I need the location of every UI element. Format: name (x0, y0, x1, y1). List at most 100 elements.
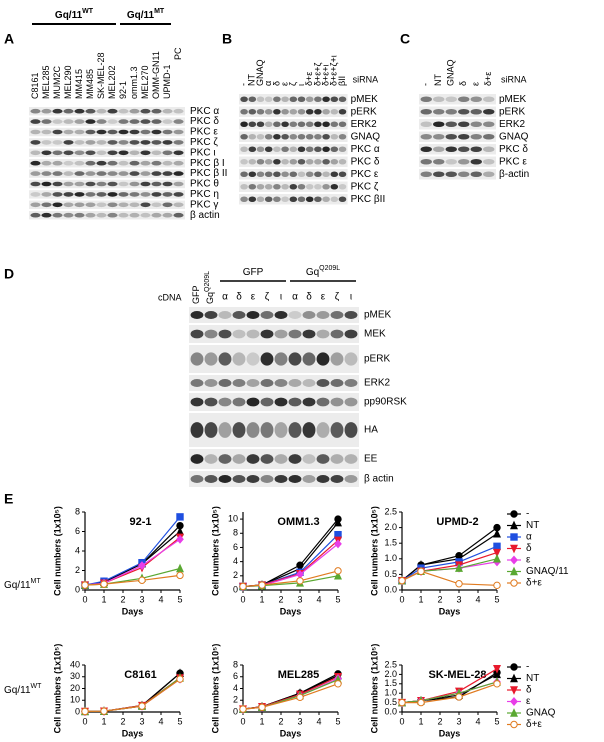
row-label: PKC β I (190, 158, 225, 169)
marker (334, 567, 342, 575)
band (445, 159, 457, 165)
y-tick-label: 4 (75, 545, 80, 555)
lane-label-main: GFP (191, 285, 201, 304)
band (433, 159, 445, 165)
lane-label: omm1.3 (129, 66, 139, 99)
row-label: PKC η (190, 189, 219, 200)
row-label: PKC ε (190, 127, 218, 138)
band (281, 121, 289, 127)
band (107, 160, 118, 166)
band (274, 311, 288, 319)
band (218, 475, 232, 483)
series-line (242, 570, 339, 588)
band (281, 146, 289, 152)
y-axis-label: Cell numbers (1x10⁵) (369, 506, 379, 596)
band (264, 121, 273, 127)
band (173, 212, 184, 218)
band (264, 146, 273, 152)
band (151, 108, 162, 114)
band (218, 397, 232, 407)
x-tick-label: 2 (278, 716, 283, 726)
band (204, 454, 218, 464)
band (140, 160, 151, 166)
blot-strip (29, 107, 185, 116)
band (63, 171, 74, 176)
legend-label: ε (526, 555, 531, 566)
x-axis-label: Days (280, 606, 302, 616)
band (240, 159, 248, 165)
lane-label: δ (271, 81, 281, 86)
series-line (242, 543, 339, 588)
band (274, 379, 288, 387)
band (458, 146, 470, 152)
legend-label: - (526, 509, 529, 520)
band (232, 475, 246, 483)
y-tick-label: 1.0 (384, 688, 397, 698)
band (297, 109, 306, 115)
row-label: pERK (364, 354, 390, 365)
lane-label: NT (247, 74, 257, 86)
row-label-main: Gq/11 (4, 580, 31, 591)
blot-strip (29, 148, 185, 157)
band (316, 397, 330, 407)
band (445, 121, 457, 127)
band (289, 196, 298, 202)
marker (239, 705, 247, 713)
marker (81, 581, 89, 589)
lane-label-sup: Q209L (204, 271, 211, 292)
marker (510, 579, 518, 587)
band (96, 150, 107, 156)
lane-label: ι (280, 292, 282, 303)
row-label: pMEK (364, 310, 392, 321)
band (173, 140, 184, 145)
band (274, 454, 288, 464)
band (445, 109, 457, 115)
band (483, 146, 495, 152)
group-label-sup: Q209L (319, 265, 340, 272)
band (151, 129, 162, 135)
band (483, 159, 495, 165)
blot-strip (189, 307, 359, 323)
treatment-label: siRNA (353, 74, 379, 84)
x-tick-label: 0 (240, 594, 245, 604)
series-line (84, 574, 181, 586)
band (330, 454, 344, 464)
band (204, 422, 218, 438)
legend-label: GNAQ (526, 708, 556, 719)
lane-label: MEL202 (107, 65, 117, 99)
band (330, 134, 339, 140)
band (338, 96, 347, 102)
band (107, 129, 118, 135)
marker (334, 570, 342, 580)
panel-letter: D (4, 266, 14, 282)
blot-strip (419, 119, 496, 130)
band (232, 397, 246, 407)
marker (510, 663, 518, 671)
band (232, 422, 246, 438)
band (190, 329, 204, 339)
chart-title: UPMD-2 (436, 516, 478, 528)
band (330, 475, 344, 483)
legend-label: GNAQ/11 (526, 566, 569, 577)
band (316, 454, 330, 464)
band (274, 422, 288, 438)
y-tick-label: 2.5 (384, 659, 397, 669)
x-tick-label: 1 (418, 594, 423, 604)
band (483, 121, 495, 127)
lane-label: βII (337, 76, 347, 86)
group-label-main: Gq (306, 267, 319, 278)
blot-strip (239, 156, 348, 167)
band (140, 129, 151, 135)
y-tick-label: 2 (233, 570, 238, 580)
blot-strip (189, 345, 359, 373)
lane-label: ι (350, 292, 352, 303)
band (297, 184, 306, 190)
marker (296, 577, 304, 585)
band (297, 196, 306, 202)
band (232, 311, 246, 319)
band (281, 134, 289, 140)
group-label-sup: WT (82, 8, 94, 15)
band (140, 202, 151, 208)
legend-label: - (526, 662, 529, 673)
